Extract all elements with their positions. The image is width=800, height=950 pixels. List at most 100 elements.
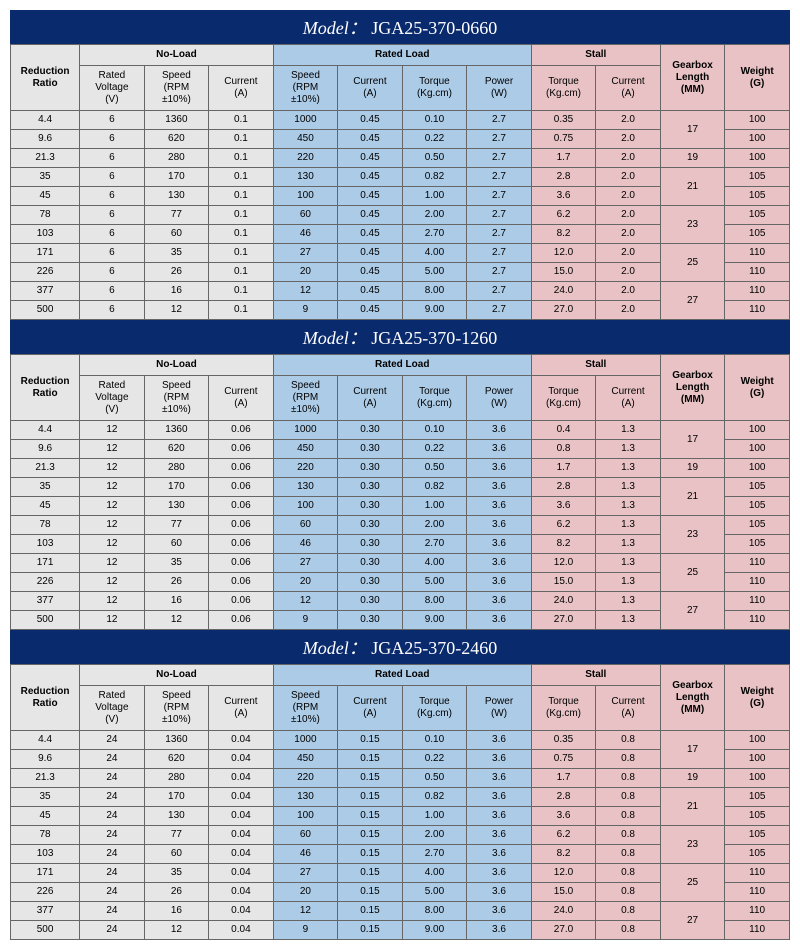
cell: 220 (273, 149, 338, 168)
cell: 0.35 (531, 731, 596, 750)
cell: 105 (725, 516, 790, 535)
table-row: 35241700.041300.150.823.62.80.821105 (11, 788, 790, 807)
cell: 0.06 (209, 421, 274, 440)
cell: 3.6 (467, 554, 532, 573)
cell: 0.1 (209, 168, 274, 187)
cell: 8.2 (531, 535, 596, 554)
cell: 12 (273, 902, 338, 921)
cell: 45 (11, 187, 80, 206)
cell: 0.06 (209, 459, 274, 478)
cell: 8.00 (402, 282, 467, 301)
cell: 9.00 (402, 301, 467, 320)
cell: 27 (660, 282, 725, 320)
cell: 0.30 (338, 421, 403, 440)
cell: 100 (725, 731, 790, 750)
cell: 2.7 (467, 187, 532, 206)
cell: 9.6 (11, 750, 80, 769)
cell: 100 (725, 459, 790, 478)
cell: 45 (11, 807, 80, 826)
cell: Weight(G) (725, 355, 790, 421)
table-row: 4.41213600.0610000.300.103.60.41.317100 (11, 421, 790, 440)
cell: 0.04 (209, 921, 274, 940)
cell: 1.3 (596, 592, 661, 611)
cell: 17 (660, 111, 725, 149)
cell: Rated Load (273, 665, 531, 686)
cell: 110 (725, 902, 790, 921)
cell: 500 (11, 301, 80, 320)
cell: 0.04 (209, 864, 274, 883)
cell: 2.7 (467, 168, 532, 187)
cell: 27 (273, 244, 338, 263)
spec-table: ReductionRatioNo-LoadRated LoadStallGear… (10, 664, 790, 940)
cell: Current(A) (338, 686, 403, 731)
table-row: 35121700.061300.300.823.62.81.321105 (11, 478, 790, 497)
cell: 3.6 (467, 788, 532, 807)
cell: 8.00 (402, 592, 467, 611)
cell: 4.00 (402, 244, 467, 263)
cell: 0.30 (338, 611, 403, 630)
cell: 21.3 (11, 769, 80, 788)
cell: 0.15 (338, 769, 403, 788)
cell: 6 (80, 263, 145, 282)
cell: 27 (273, 864, 338, 883)
cell: 0.30 (338, 516, 403, 535)
cell: 100 (273, 807, 338, 826)
cell: 0.30 (338, 592, 403, 611)
cell: 0.45 (338, 206, 403, 225)
cell: 0.30 (338, 554, 403, 573)
cell: 26 (144, 883, 209, 902)
cell: 8.00 (402, 902, 467, 921)
cell: 24 (80, 788, 145, 807)
cell: Current(A) (209, 686, 274, 731)
cell: 170 (144, 168, 209, 187)
cell: 1.3 (596, 459, 661, 478)
cell: 0.15 (338, 788, 403, 807)
cell: 110 (725, 592, 790, 611)
cell: 3.6 (467, 478, 532, 497)
cell: 0.15 (338, 921, 403, 940)
cell: 130 (273, 168, 338, 187)
cell: 0.06 (209, 611, 274, 630)
cell: 46 (273, 845, 338, 864)
cell: 3.6 (531, 187, 596, 206)
cell: 280 (144, 769, 209, 788)
cell: 12 (144, 301, 209, 320)
cell: 45 (11, 497, 80, 516)
table-row: 37712160.06120.308.003.624.01.327110 (11, 592, 790, 611)
cell: 24 (80, 864, 145, 883)
cell: 377 (11, 282, 80, 301)
cell: 2.0 (596, 263, 661, 282)
cell: Current(A) (209, 66, 274, 111)
cell: 0.75 (531, 130, 596, 149)
cell: 105 (725, 535, 790, 554)
cell: 1.3 (596, 478, 661, 497)
cell: 0.1 (209, 244, 274, 263)
cell: 0.15 (338, 902, 403, 921)
cell: 35 (11, 168, 80, 187)
cell: 19 (660, 459, 725, 478)
cell: 0.15 (338, 845, 403, 864)
cell: 100 (725, 149, 790, 168)
cell: 377 (11, 902, 80, 921)
cell: 0.1 (209, 130, 274, 149)
cell: 0.1 (209, 282, 274, 301)
cell: Rated Load (273, 355, 531, 376)
spec-table: ReductionRatioNo-LoadRated LoadStallGear… (10, 44, 790, 320)
cell: 2.8 (531, 788, 596, 807)
cell: 280 (144, 149, 209, 168)
cell: 0.50 (402, 769, 467, 788)
cell: 1.00 (402, 807, 467, 826)
cell: 15.0 (531, 883, 596, 902)
cell: 24.0 (531, 902, 596, 921)
cell: 450 (273, 750, 338, 769)
cell: 2.0 (596, 168, 661, 187)
cell: 105 (725, 826, 790, 845)
cell: 3.6 (467, 826, 532, 845)
cell: 2.0 (596, 206, 661, 225)
cell: 4.4 (11, 731, 80, 750)
cell: 24 (80, 902, 145, 921)
cell: 0.1 (209, 111, 274, 130)
cell: Current(A) (338, 66, 403, 111)
cell: 620 (144, 440, 209, 459)
cell: Speed(RPM±10%) (144, 376, 209, 421)
